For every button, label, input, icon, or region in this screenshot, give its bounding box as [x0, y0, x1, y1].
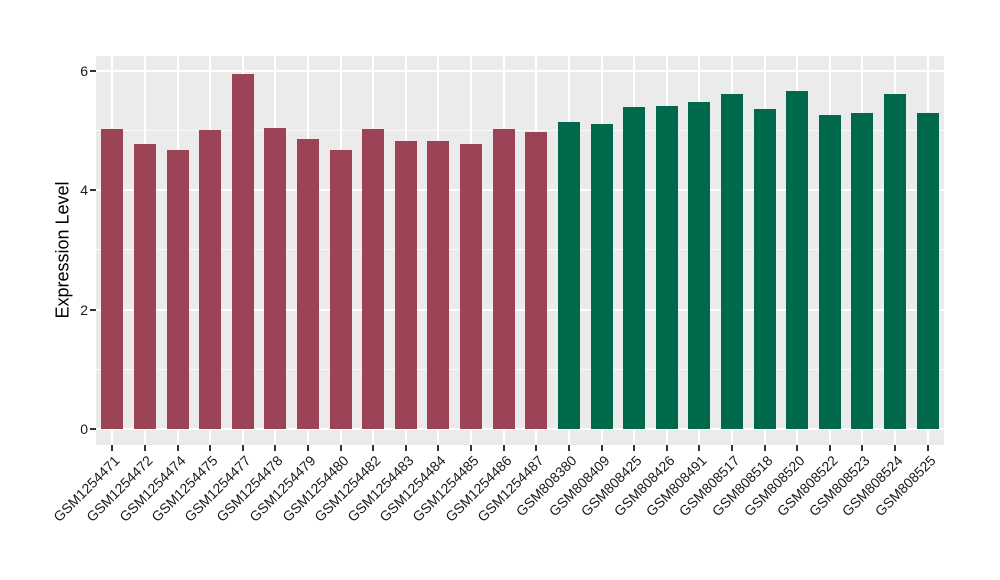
- gridline-minor: [96, 368, 944, 370]
- bar: [427, 140, 450, 429]
- x-tick-mark: [600, 445, 603, 451]
- y-axis-title: Expression Level: [52, 181, 73, 319]
- bar: [133, 143, 156, 429]
- y-tick-label: 6: [80, 63, 88, 80]
- y-tick-mark: [90, 70, 96, 73]
- x-tick-mark: [828, 445, 831, 451]
- gridline-major: [96, 70, 944, 73]
- x-tick-mark: [274, 445, 277, 451]
- bar: [786, 90, 809, 429]
- bar: [362, 128, 385, 429]
- gridline-major: [96, 427, 944, 430]
- x-tick-mark: [535, 445, 538, 451]
- x-tick-mark: [143, 445, 146, 451]
- gridline-minor: [96, 249, 944, 251]
- x-tick-mark: [111, 445, 114, 451]
- y-tick-label: 2: [80, 301, 88, 318]
- bar: [394, 140, 417, 429]
- bar: [492, 128, 515, 429]
- x-tick-mark: [731, 445, 733, 451]
- bar: [623, 107, 646, 429]
- bar: [329, 150, 352, 429]
- bar: [721, 94, 743, 429]
- x-tick-mark: [209, 445, 212, 451]
- x-tick-mark: [665, 445, 668, 451]
- x-tick-mark: [633, 445, 636, 451]
- y-tick-mark: [90, 308, 96, 311]
- bar: [851, 112, 874, 429]
- bar: [231, 74, 254, 429]
- bar: [460, 143, 483, 429]
- gridline-major: [96, 308, 944, 311]
- bar: [264, 127, 287, 429]
- x-tick-mark: [796, 445, 799, 451]
- y-tick-mark: [90, 189, 96, 192]
- bar: [884, 94, 907, 429]
- bar: [199, 129, 222, 429]
- x-tick-mark: [763, 445, 766, 451]
- x-tick-mark: [339, 445, 342, 451]
- x-tick-mark: [241, 445, 244, 451]
- x-tick-mark: [926, 445, 929, 451]
- bar: [101, 128, 124, 429]
- x-tick-mark: [861, 445, 864, 451]
- x-tick-mark: [698, 445, 701, 451]
- gridline-major: [96, 189, 944, 192]
- x-tick-mark: [470, 445, 473, 451]
- bar: [590, 123, 613, 429]
- bar: [753, 108, 776, 429]
- x-tick-mark: [567, 445, 570, 451]
- bar: [297, 139, 319, 429]
- bar: [557, 121, 580, 429]
- bar: [525, 131, 548, 429]
- plot-panel: [96, 56, 944, 445]
- bar: [655, 106, 678, 429]
- x-tick-mark: [176, 445, 179, 451]
- y-tick-label: 4: [80, 182, 88, 199]
- y-tick-mark: [90, 427, 96, 430]
- x-tick-mark: [307, 445, 309, 451]
- bar: [166, 150, 189, 429]
- bar: [916, 113, 939, 429]
- bar: [688, 101, 711, 429]
- x-tick-mark: [502, 445, 505, 451]
- bar: [818, 115, 841, 429]
- x-tick-mark: [437, 445, 440, 451]
- x-tick-mark: [372, 445, 375, 451]
- gridline-minor: [96, 130, 944, 132]
- x-tick-mark: [404, 445, 407, 451]
- y-tick-label: 0: [80, 420, 88, 437]
- x-tick-mark: [894, 445, 897, 451]
